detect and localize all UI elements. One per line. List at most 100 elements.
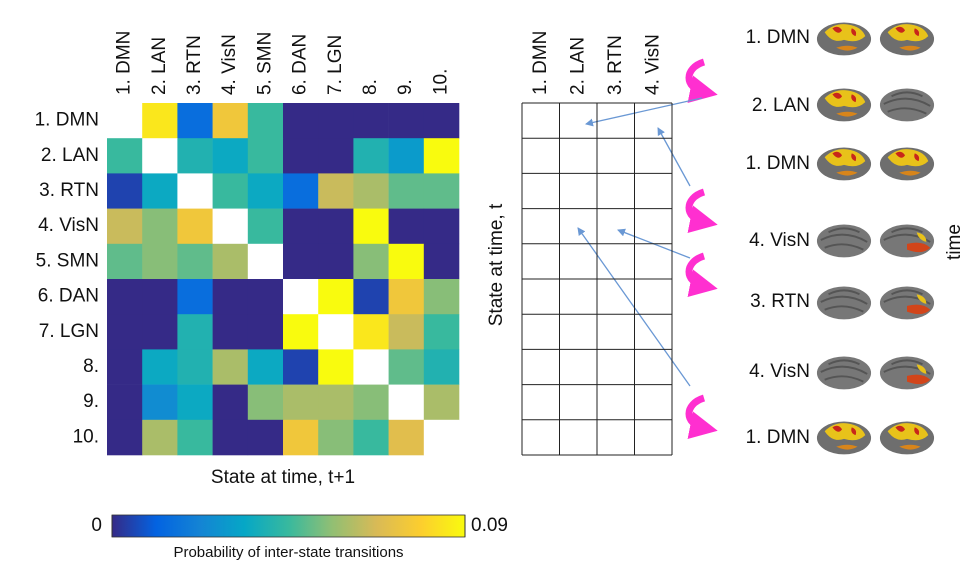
heatmap-cell <box>423 243 460 280</box>
heatmap-cell <box>142 173 178 209</box>
heatmap-cell <box>283 208 319 245</box>
row-label: 10. <box>73 426 99 447</box>
heatmap-cell <box>212 279 249 315</box>
heatmap-cell <box>142 279 178 315</box>
heatmap-cell <box>318 103 354 139</box>
empty-cell <box>212 208 249 245</box>
heatmap-cell <box>212 173 249 209</box>
heatmap-cell <box>388 279 425 315</box>
heatmap-cell <box>107 384 143 421</box>
heatmap-cell <box>353 279 389 315</box>
heatmap-cell <box>142 243 178 280</box>
heatmap-cell <box>388 138 425 174</box>
heatmap-cell <box>212 314 249 350</box>
heatmap-cell <box>177 208 213 245</box>
colorbar-tick-label: 0 <box>91 515 102 536</box>
row-label: 1. DMN <box>35 110 99 131</box>
empty-cell <box>318 314 354 350</box>
heatmap-cell <box>283 314 319 350</box>
column-label: 9. <box>395 79 416 95</box>
heatmap-cell <box>212 419 249 456</box>
heatmap-cell <box>423 208 460 245</box>
heatmap-cell <box>423 384 460 421</box>
heatmap-cell <box>318 419 354 456</box>
heatmap-cell <box>247 384 284 421</box>
grid-column-label: 1. DMN <box>530 31 551 95</box>
heatmap-cell <box>388 314 425 350</box>
heatmap-cell <box>212 243 249 280</box>
heatmap-cell <box>107 138 143 174</box>
heatmap-cell <box>283 419 319 456</box>
row-label: 2. LAN <box>41 145 99 166</box>
heatmap-cell <box>353 384 389 421</box>
heatmap-cell <box>388 243 425 280</box>
x-axis-label: State at time, t+1 <box>211 467 355 488</box>
heatmap-cell <box>177 349 213 385</box>
heatmap-cell <box>388 349 425 385</box>
empty-cell <box>247 243 284 280</box>
heatmap-cell <box>247 173 284 209</box>
heatmap-cell <box>423 314 460 350</box>
column-label: 6. DAN <box>290 34 311 95</box>
heatmap-cell <box>318 349 354 385</box>
heatmap-cell <box>142 314 178 350</box>
column-label: 2. LAN <box>149 37 170 95</box>
row-label: 3. RTN <box>39 180 99 201</box>
heatmap-cell <box>353 173 389 209</box>
heatmap-cell <box>353 138 389 174</box>
heatmap-cell <box>318 279 354 315</box>
heatmap-cell <box>388 208 425 245</box>
row-label: 9. <box>83 391 99 412</box>
heatmap-cell <box>107 243 143 280</box>
column-label: 1. DMN <box>114 31 135 95</box>
heatmap-cell <box>247 314 284 350</box>
heatmap-cell <box>388 173 425 209</box>
column-label: 7. LGN <box>325 35 346 95</box>
heatmap-cell <box>318 243 354 280</box>
heatmap-cell <box>247 279 284 315</box>
heatmap-cell <box>247 103 284 139</box>
column-label: 8. <box>360 79 381 95</box>
heatmap-cell <box>142 103 178 139</box>
heatmap-cell <box>107 314 143 350</box>
row-label: 5. SMN <box>36 250 99 271</box>
heatmap-cell <box>318 138 354 174</box>
heatmap-cell <box>423 349 460 385</box>
heatmap-cell <box>353 243 389 280</box>
heatmap-cell <box>283 384 319 421</box>
empty-cell <box>283 279 319 315</box>
transition-arrows <box>685 58 718 439</box>
heatmap-cell <box>353 314 389 350</box>
state-label: 4. VisN <box>749 361 810 382</box>
heatmap-cell <box>388 419 425 456</box>
heatmap-cell <box>177 103 213 139</box>
heatmap-cell <box>107 419 143 456</box>
heatmap-cell <box>107 349 143 385</box>
colorbar-label: Probability of inter-state transitions <box>173 544 403 561</box>
heatmap-cell <box>177 384 213 421</box>
heatmap-cell <box>353 208 389 245</box>
colorbar-tick-label: 0.09 <box>471 515 508 536</box>
state-label: 3. RTN <box>750 291 810 312</box>
heatmap-cell <box>142 419 178 456</box>
heatmap-cell <box>107 279 143 315</box>
grid-column-label: 2. LAN <box>567 37 588 95</box>
heatmap-cell <box>283 349 319 385</box>
heatmap-cell <box>353 419 389 456</box>
heatmap-cell <box>247 349 284 385</box>
row-label: 7. LGN <box>39 321 99 342</box>
grid-column-label: 3. RTN <box>605 35 626 95</box>
column-label: 5. SMN <box>254 32 275 95</box>
heatmap-cell <box>423 173 460 209</box>
heatmap-cell <box>212 349 249 385</box>
heatmap-cell <box>142 384 178 421</box>
heatmap-cell <box>107 173 143 209</box>
row-label: 6. DAN <box>38 286 99 307</box>
state-label: 1. DMN <box>746 153 810 174</box>
heatmap-cell <box>247 138 284 174</box>
heatmap-cell <box>353 103 389 139</box>
heatmap-cell <box>107 208 143 245</box>
state-label: 1. DMN <box>746 427 810 448</box>
empty-cell <box>142 138 178 174</box>
